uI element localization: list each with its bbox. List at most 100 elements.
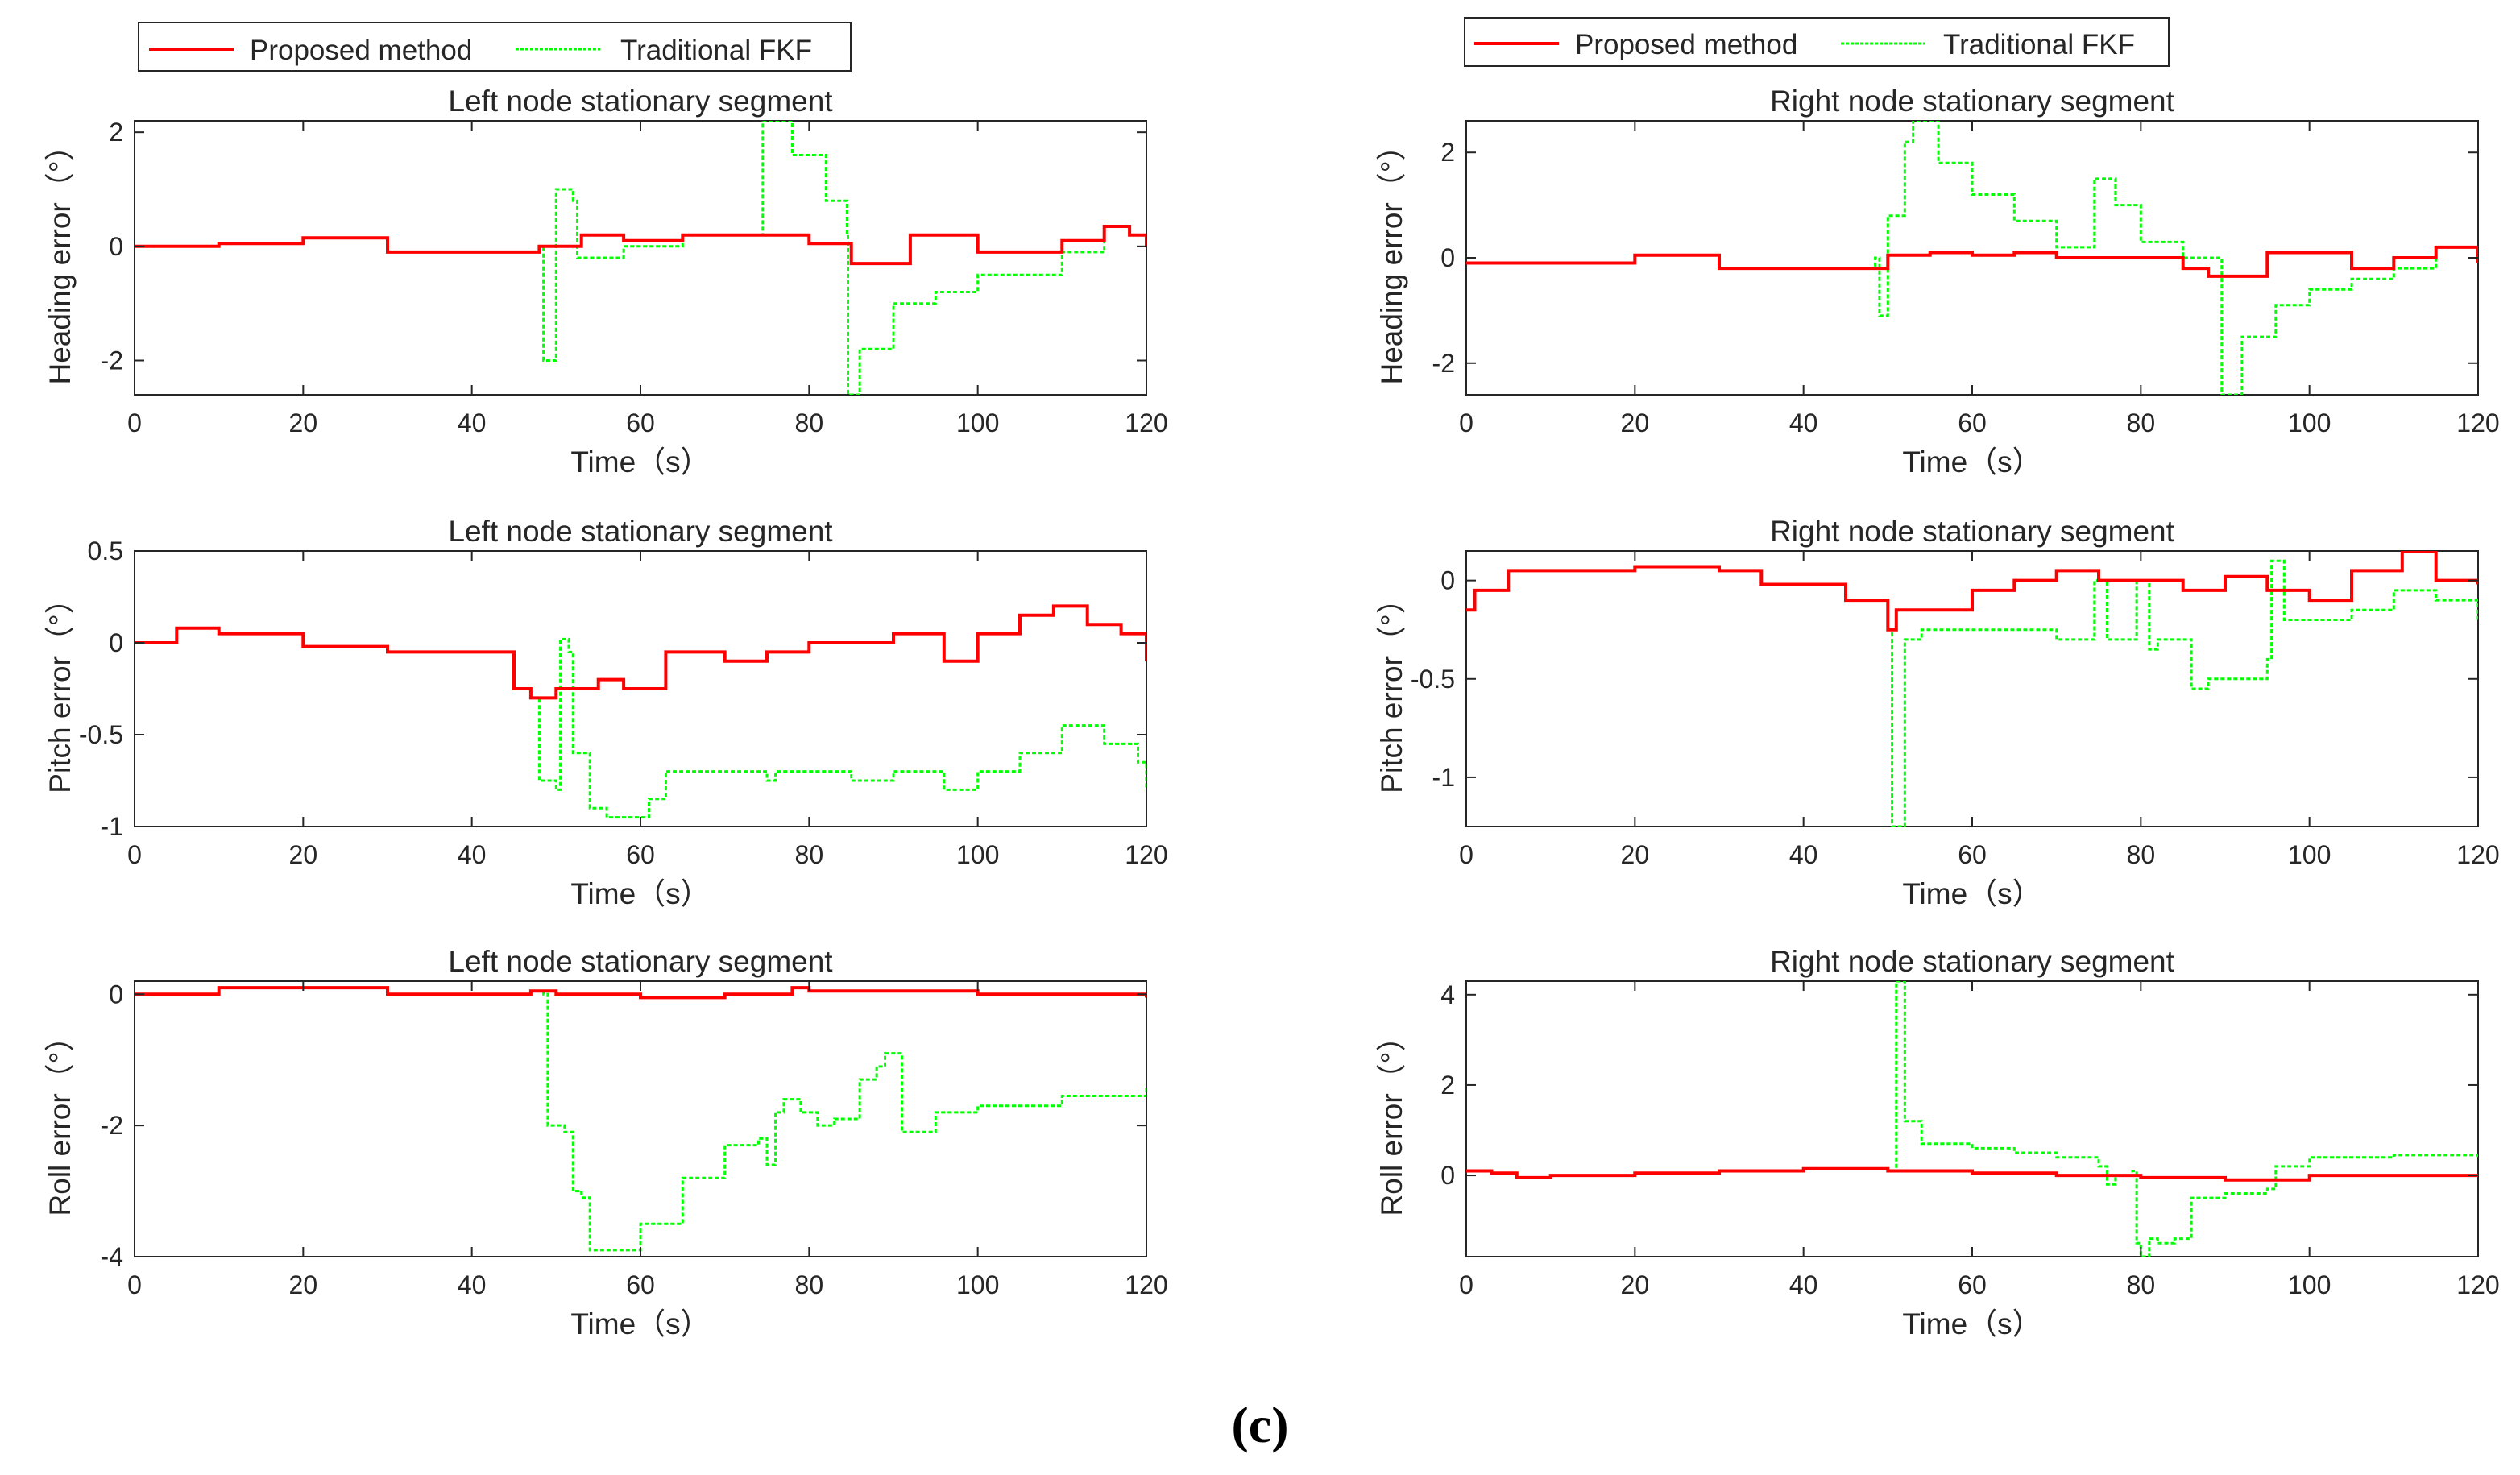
x-tick-label: 80 [795, 1270, 824, 1299]
panel-title: Left node stationary segment [448, 945, 833, 978]
x-tick-label: 60 [1958, 840, 1987, 869]
series-proposed-method [1466, 245, 2478, 278]
x-tick-label: 120 [2456, 1270, 2499, 1299]
legend-right-box [1464, 17, 2170, 67]
y-tick-label: 0 [109, 980, 123, 1009]
y-tick-label: 2 [1440, 138, 1455, 167]
y-axis-label: Roll error（°） [44, 1022, 77, 1216]
x-tick-label: 20 [1621, 408, 1650, 437]
y-tick-label: 0 [109, 232, 123, 261]
series-proposed-method [135, 986, 1146, 1000]
x-tick-label: 60 [626, 840, 655, 869]
y-axis-label: Roll error（°） [1375, 1022, 1408, 1216]
legend-left: Proposed method Traditional FKF [138, 22, 852, 72]
x-tick-label: 80 [2127, 408, 2156, 437]
x-tick-label: 40 [1789, 840, 1818, 869]
y-tick-label: 0 [1440, 566, 1455, 595]
figure-caption: (c) [1231, 1396, 1288, 1453]
x-tick-label: 0 [1459, 840, 1473, 869]
x-tick-label: 60 [626, 408, 655, 437]
y-tick-label: -1 [1432, 763, 1455, 792]
panel-title: Left node stationary segment [448, 515, 833, 548]
x-tick-label: 0 [127, 408, 142, 437]
x-tick-label: 80 [795, 840, 824, 869]
x-tick-label: 120 [1125, 840, 1167, 869]
x-axis-label: Time（s） [1902, 877, 2041, 910]
x-tick-label: 40 [458, 1270, 487, 1299]
y-tick-label: 0.5 [88, 537, 123, 566]
x-axis-label: Time（s） [1902, 445, 2041, 479]
x-tick-label: 0 [1459, 1270, 1473, 1299]
y-tick-label: -2 [101, 1111, 123, 1140]
panel-title: Right node stationary segment [1770, 945, 2175, 978]
x-tick-label: 120 [1125, 1270, 1167, 1299]
y-axis-label: Heading error（°） [1375, 131, 1408, 384]
y-tick-label: -0.5 [79, 720, 123, 749]
y-tick-label: 2 [109, 118, 123, 147]
panel-right-heading: 0 20 40 60 80 100 120 -2 0 2 Right node stationary… [1375, 85, 2500, 479]
x-tick-label: 60 [1958, 408, 1987, 437]
x-tick-label: 40 [1789, 408, 1818, 437]
x-tick-label: 40 [1789, 1270, 1818, 1299]
x-tick-label: 80 [2127, 840, 2156, 869]
axes-frame [134, 980, 1147, 1257]
y-axis-label: Heading error（°） [44, 131, 77, 384]
x-tick-label: 0 [1459, 408, 1473, 437]
panel-left-heading: 0 20 40 60 80 100 120 -2 0 2 Left node stationary … [44, 85, 1168, 479]
legend-right-traditional-label: Traditional FKF [1943, 29, 2135, 60]
x-tick-label: 80 [2127, 1270, 2156, 1299]
y-tick-label: 0 [1440, 243, 1455, 272]
x-axis-label: Time（s） [570, 877, 710, 910]
axes-frame [1465, 980, 2479, 1257]
y-tick-label: -0.5 [1411, 665, 1455, 694]
legend-right-proposed-label: Proposed method [1575, 29, 1797, 60]
x-tick-label: 80 [795, 408, 824, 437]
axes-frame [134, 120, 1147, 396]
legend-left-box [138, 22, 852, 72]
x-tick-label: 20 [1621, 840, 1650, 869]
series-proposed-method [1466, 1166, 2478, 1182]
y-tick-label: 0 [109, 628, 123, 657]
panel-title: Right node stationary segment [1770, 515, 2175, 548]
y-tick-label: 0 [1440, 1161, 1455, 1190]
x-axis-label: Time（s） [570, 445, 710, 479]
x-tick-label: 100 [2288, 840, 2331, 869]
y-tick-label: -2 [1432, 349, 1455, 378]
x-tick-label: 40 [458, 840, 487, 869]
panel-left-roll: 0 20 40 60 80 100 120 -4 -2 0 Left node stationary… [44, 945, 1168, 1340]
y-tick-label: -2 [101, 346, 123, 375]
panel-right-roll: 0 20 40 60 80 100 120 0 2 4 Right node stationary … [1375, 945, 2500, 1340]
x-axis-label: Time（s） [570, 1307, 710, 1340]
series-proposed-method [1466, 551, 2478, 632]
x-tick-label: 0 [127, 1270, 142, 1299]
x-tick-label: 20 [289, 1270, 318, 1299]
x-tick-label: 0 [127, 840, 142, 869]
legend-right: Proposed method Traditional FKF [1464, 17, 2170, 67]
x-tick-label: 60 [626, 1270, 655, 1299]
panel-right-pitch: 0 20 40 60 80 100 120 -1 -0.5 0 Right node station… [1375, 515, 2500, 910]
legend-left-traditional-label: Traditional FKF [620, 35, 812, 66]
y-tick-label: 4 [1440, 980, 1455, 1009]
series-proposed-method [135, 604, 1146, 700]
y-tick-label: -1 [101, 812, 123, 841]
x-tick-label: 100 [2288, 408, 2331, 437]
x-tick-label: 20 [1621, 1270, 1650, 1299]
series-traditional-fkf [135, 986, 1146, 1252]
x-tick-label: 20 [289, 840, 318, 869]
legend-left-proposed-label: Proposed method [250, 35, 472, 66]
y-axis-label: Pitch error（°） [44, 584, 77, 793]
y-tick-label: -4 [101, 1242, 123, 1271]
x-tick-label: 60 [1958, 1270, 1987, 1299]
x-tick-label: 100 [956, 1270, 999, 1299]
x-tick-label: 40 [458, 408, 487, 437]
x-axis-label: Time（s） [1902, 1307, 2041, 1340]
y-tick-label: 2 [1440, 1071, 1455, 1100]
panel-left-pitch: 0 20 40 60 80 100 120 -1 -0.5 0 0.5 Left node stati… [44, 515, 1168, 910]
x-tick-label: 100 [956, 840, 999, 869]
x-tick-label: 100 [956, 408, 999, 437]
x-tick-label: 100 [2288, 1270, 2331, 1299]
y-axis-label: Pitch error（°） [1375, 584, 1408, 793]
series-proposed-method [135, 225, 1146, 266]
x-tick-label: 120 [2456, 840, 2499, 869]
x-tick-label: 20 [289, 408, 318, 437]
